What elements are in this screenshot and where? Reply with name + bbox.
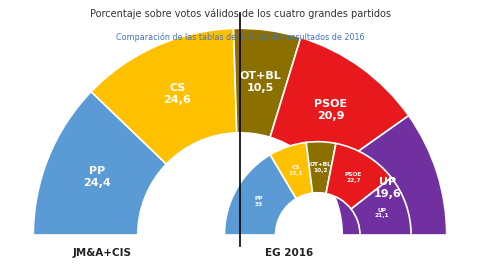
Wedge shape xyxy=(270,38,408,176)
Text: PP
24,4: PP 24,4 xyxy=(83,166,110,188)
Text: PSOE
22,7: PSOE 22,7 xyxy=(345,172,362,183)
Text: OT+BL
10,5: OT+BL 10,5 xyxy=(240,71,281,93)
Wedge shape xyxy=(324,116,447,235)
Text: CS
24,6: CS 24,6 xyxy=(164,83,191,105)
Wedge shape xyxy=(225,155,296,235)
Wedge shape xyxy=(233,28,301,137)
Text: Comparación de las tablas del CIS con los resultados de 2016: Comparación de las tablas del CIS con lo… xyxy=(116,32,364,42)
Text: UP
19,6: UP 19,6 xyxy=(373,177,401,199)
Wedge shape xyxy=(306,142,336,194)
Wedge shape xyxy=(33,92,167,235)
Wedge shape xyxy=(351,178,411,235)
Text: EG 2016: EG 2016 xyxy=(265,248,313,258)
Wedge shape xyxy=(326,143,391,209)
Wedge shape xyxy=(270,142,312,199)
Wedge shape xyxy=(91,28,237,164)
Text: Porcentaje sobre votos válidos de los cuatro grandes partidos: Porcentaje sobre votos válidos de los cu… xyxy=(89,8,391,19)
Text: UP
21,1: UP 21,1 xyxy=(374,208,389,218)
Text: JM&A+CIS: JM&A+CIS xyxy=(73,248,132,258)
Text: PSOE
20,9: PSOE 20,9 xyxy=(314,99,347,121)
Text: PP
33: PP 33 xyxy=(254,196,263,207)
Text: CS
13,1: CS 13,1 xyxy=(288,166,303,176)
Text: OT+BL
10,2: OT+BL 10,2 xyxy=(309,162,331,173)
